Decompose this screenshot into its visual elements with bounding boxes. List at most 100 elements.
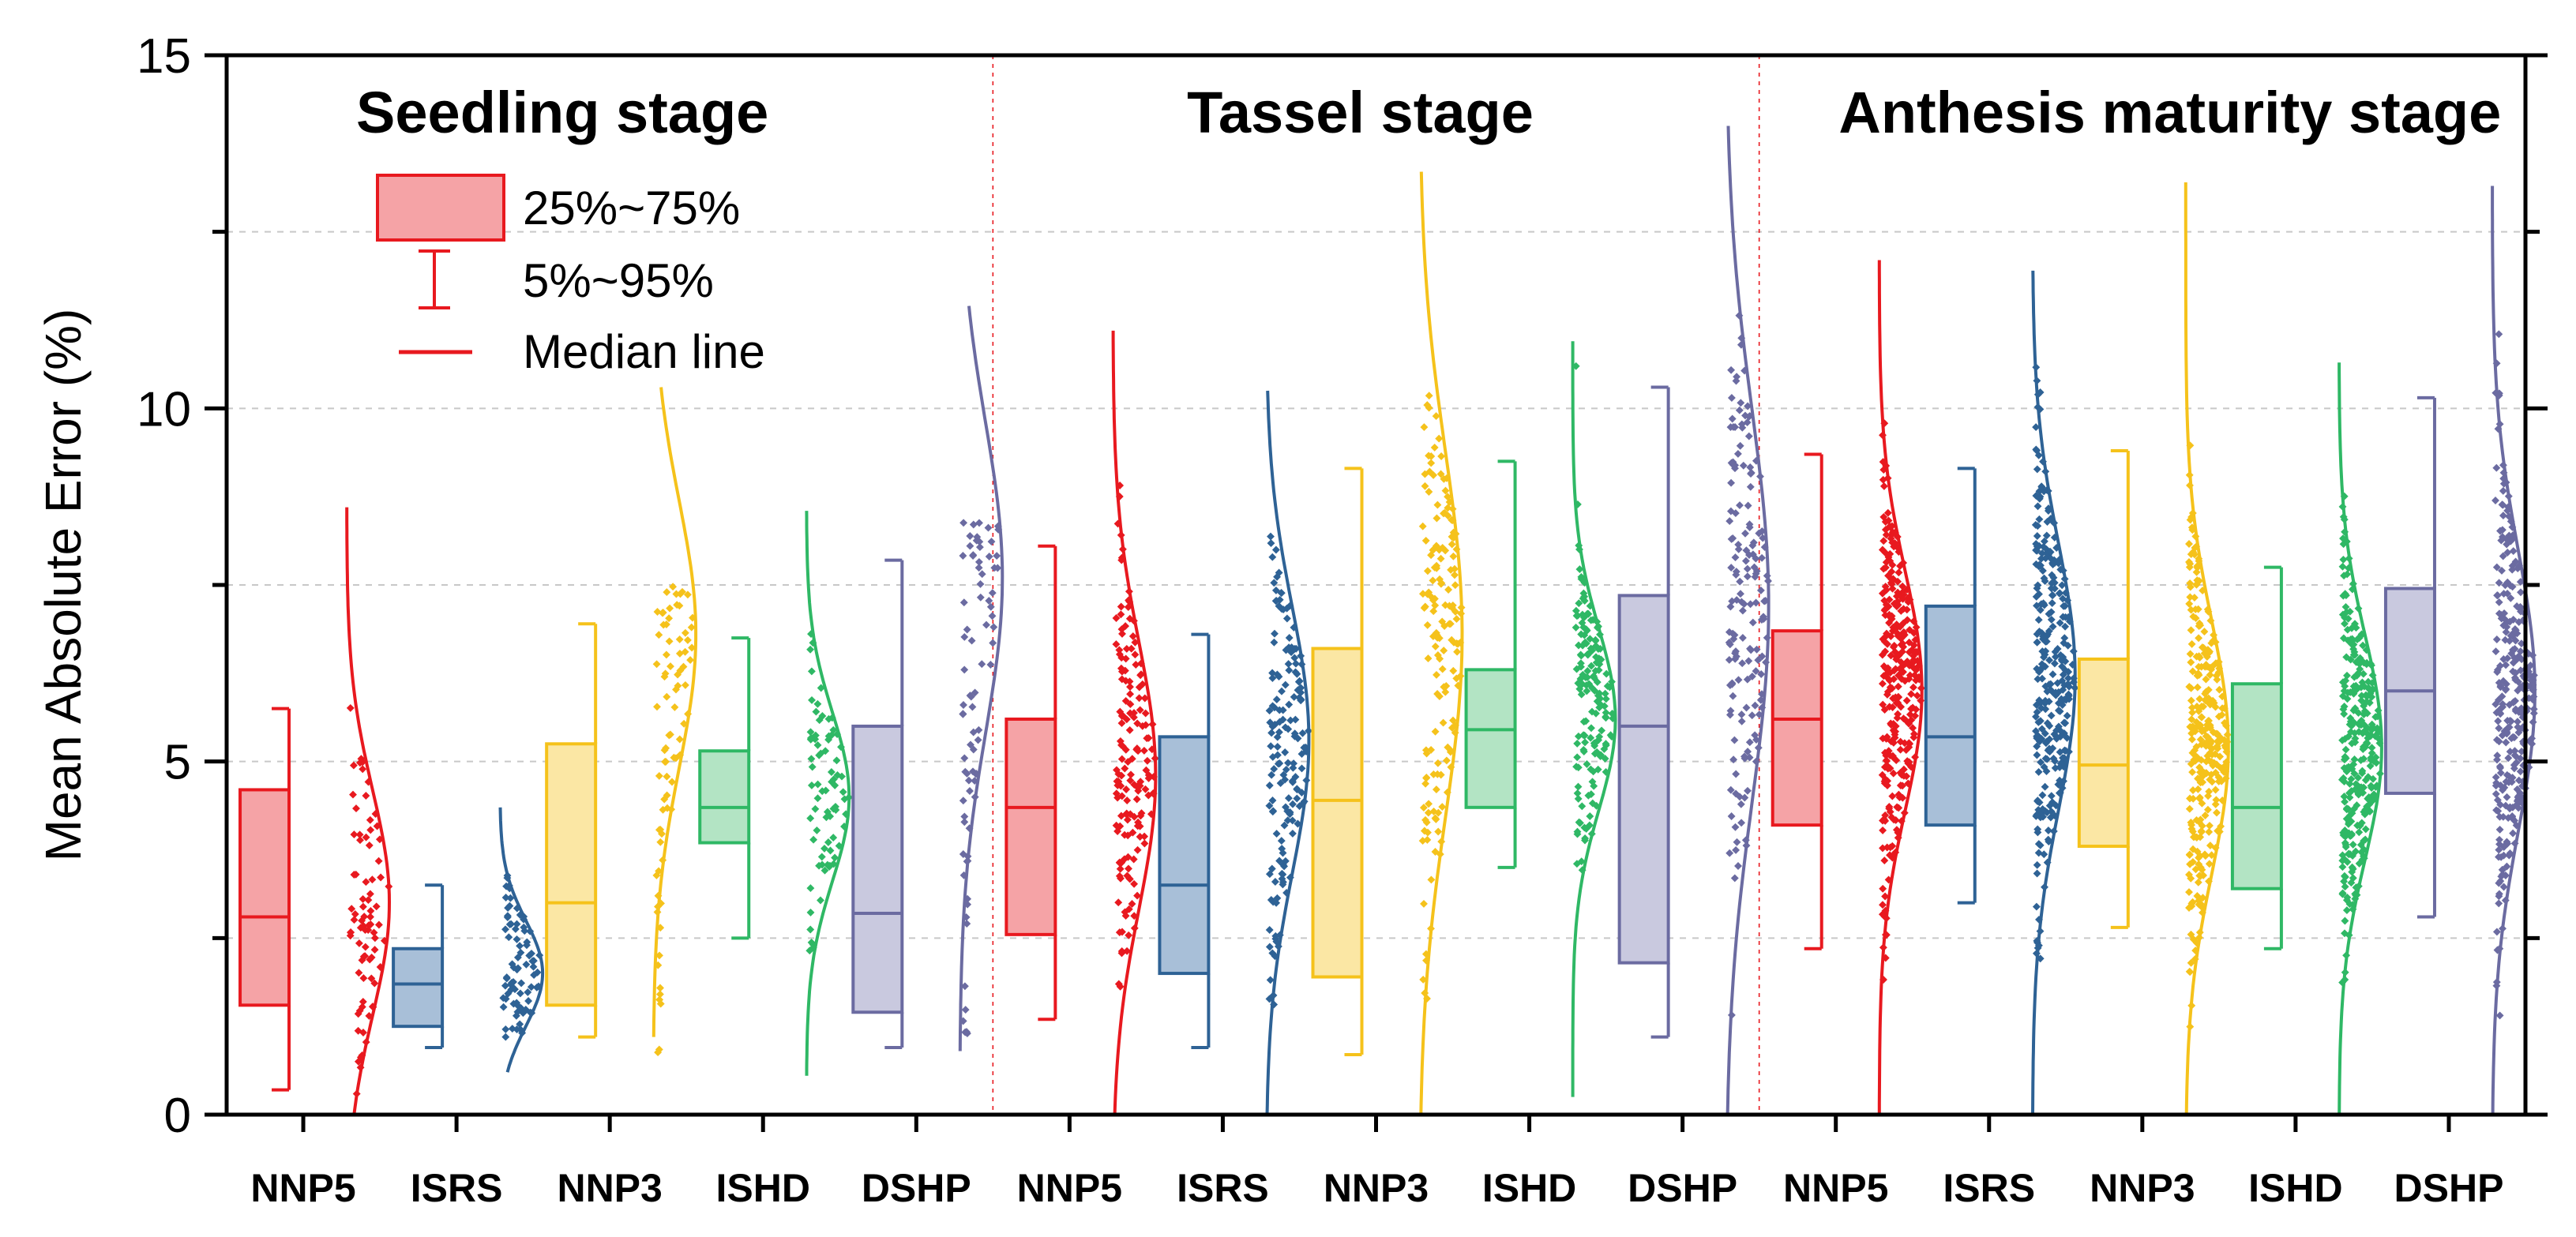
data-point: [2187, 735, 2196, 744]
data-point: [813, 699, 822, 708]
data-point: [2338, 851, 2347, 860]
data-point: [1278, 687, 1286, 695]
data-point: [1125, 864, 1132, 873]
data-point: [1122, 715, 1131, 724]
data-point: [2353, 658, 2362, 666]
data-point: [2206, 723, 2214, 732]
data-point: [2189, 613, 2198, 621]
data-point: [2193, 753, 2202, 762]
data-point: [2346, 728, 2355, 737]
data-point: [1137, 670, 1145, 679]
data-point: [1734, 545, 1743, 553]
data-point: [1586, 602, 1594, 610]
data-point: [829, 834, 838, 842]
data-point: [1598, 726, 1606, 735]
data-point: [1744, 402, 1752, 410]
data-point: [2347, 879, 2356, 887]
data-point: [2494, 425, 2503, 433]
category-label: NNP3: [2090, 1166, 2195, 1210]
data-point: [1725, 710, 1734, 719]
data-point: [2185, 888, 2193, 897]
data-point: [1579, 731, 1588, 740]
stage-group: [1771, 182, 2538, 1115]
data-point: [1896, 562, 1904, 570]
data-point: [975, 538, 984, 546]
data-point: [1727, 394, 1736, 402]
data-point: [661, 758, 670, 766]
data-point: [346, 703, 355, 712]
data-point: [2349, 579, 2357, 588]
data-point: [813, 794, 822, 803]
data-point: [2495, 330, 2503, 339]
data-point: [978, 570, 986, 579]
data-point: [2221, 737, 2229, 745]
data-point: [2201, 689, 2210, 698]
data-point: [2499, 461, 2507, 470]
legend-box-swatch: [376, 174, 505, 242]
data-point: [669, 583, 678, 591]
data-point: [1282, 765, 1290, 774]
data-point: [659, 856, 667, 864]
data-point: [504, 904, 513, 913]
data-point: [1752, 645, 1761, 654]
data-point: [501, 894, 510, 902]
data-point: [513, 1007, 522, 1016]
category-label: NNP3: [557, 1166, 662, 1210]
data-point: [1748, 618, 1757, 627]
data-point: [1282, 614, 1291, 623]
data-point: [2357, 783, 2366, 792]
data-point: [1878, 770, 1887, 779]
data-point: [1726, 785, 1735, 794]
data-point: [2033, 751, 2041, 759]
data-point: [2375, 770, 2384, 778]
data-point: [370, 934, 379, 943]
data-point: [1587, 724, 1595, 733]
data-point: [837, 743, 845, 752]
data-point: [1727, 365, 1736, 374]
data-point: [2036, 666, 2045, 675]
data-point: [368, 875, 377, 884]
data-point: [1421, 746, 1430, 755]
data-point: [1743, 564, 1752, 573]
data-point: [1448, 724, 1456, 732]
data-point: [526, 927, 535, 935]
density-curve: [498, 807, 545, 1073]
scatter-points: [1265, 532, 1312, 1009]
data-point: [1756, 695, 1765, 704]
data-point: [1445, 602, 1454, 610]
data-point: [1903, 616, 1912, 624]
data-point: [966, 542, 974, 550]
data-point: [1431, 727, 1440, 736]
data-point: [1294, 819, 1302, 828]
series-nnp5: [238, 507, 393, 1115]
data-point: [1888, 538, 1897, 547]
data-point: [1725, 655, 1733, 664]
data-point: [520, 923, 528, 931]
data-point: [1442, 756, 1451, 765]
data-point: [349, 790, 357, 799]
data-point: [666, 604, 674, 613]
series-nnp3: [545, 387, 698, 1057]
data-point: [1294, 734, 1302, 743]
data-point: [1125, 931, 1133, 939]
data-point: [2360, 837, 2368, 845]
data-point: [2189, 794, 2198, 803]
data-point: [1132, 795, 1141, 804]
scatter-points: [805, 630, 853, 955]
data-point: [1423, 567, 1432, 575]
data-point: [1431, 848, 1440, 856]
data-point: [2218, 692, 2227, 701]
data-point: [2338, 562, 2347, 571]
data-point: [1596, 752, 1605, 760]
data-point: [1454, 681, 1463, 690]
data-point: [1730, 631, 1739, 639]
data-point: [1745, 753, 1754, 762]
data-point: [1429, 576, 1437, 585]
data-point: [2202, 757, 2210, 766]
data-point: [1272, 898, 1281, 907]
data-point: [2222, 748, 2231, 756]
data-point: [1297, 660, 1306, 669]
data-point: [2046, 813, 2055, 822]
data-point: [2501, 635, 2510, 644]
data-point: [2196, 852, 2204, 860]
